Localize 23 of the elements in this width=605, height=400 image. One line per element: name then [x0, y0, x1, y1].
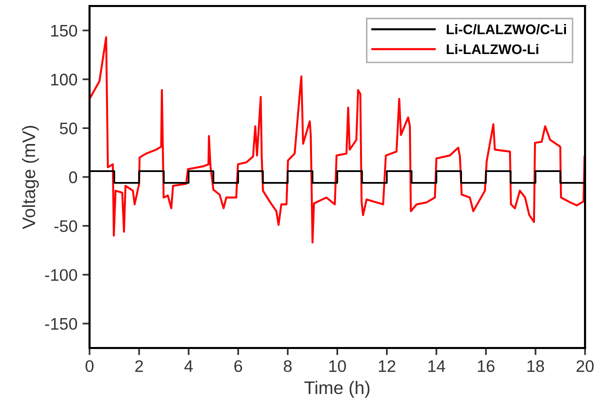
- x-tick-label: 2: [135, 360, 143, 372]
- y-axis-title: Voltage (mV): [22, 126, 39, 230]
- line-series: [90, 36, 586, 244]
- x-tick-label: 8: [284, 360, 292, 372]
- x-tick-label: 10: [329, 360, 346, 372]
- y-tick-label: -150: [45, 318, 78, 330]
- y-tick-label: 150: [51, 24, 78, 37]
- x-tick-label: 0: [86, 360, 94, 372]
- y-tick-label: -50: [54, 220, 78, 232]
- x-tick-label: 12: [378, 360, 396, 372]
- x-tick-label: 4: [184, 360, 193, 372]
- x-tick-label: 20: [576, 360, 594, 372]
- x-tick-label: 16: [478, 360, 494, 372]
- x-tick-label: 6: [234, 360, 242, 372]
- x-tick-label: 14: [428, 360, 446, 372]
- x-axis-title: Time (h): [304, 380, 370, 398]
- y-tick-label: 0: [69, 171, 78, 184]
- legend-label: Li-C/LALZWO/C-Li: [446, 24, 566, 34]
- y-tick-label: 100: [51, 74, 78, 86]
- y-tick-label: -100: [45, 269, 78, 281]
- y-tick-label: 50: [60, 122, 78, 134]
- x-tick-label: 18: [527, 360, 544, 372]
- legend-label: Li-LALZWO-Li: [446, 44, 538, 54]
